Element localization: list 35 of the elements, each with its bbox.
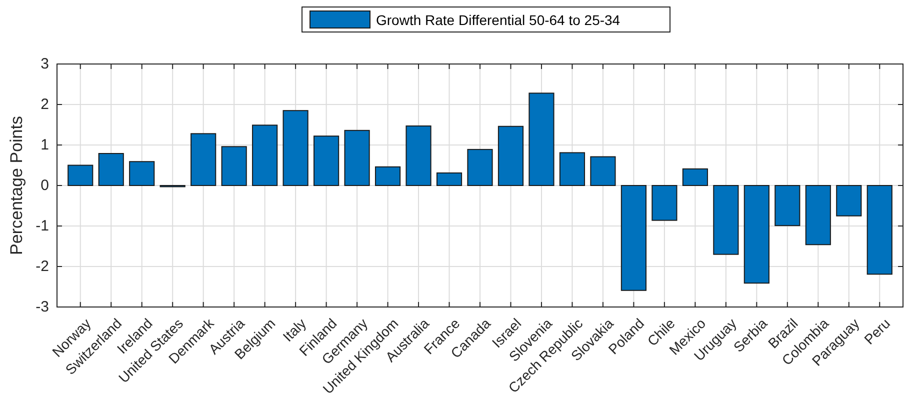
bar	[682, 168, 708, 186]
y-tick-label: 0	[40, 177, 49, 194]
bar	[713, 185, 739, 255]
bar	[836, 185, 862, 216]
bar	[374, 166, 401, 186]
bar	[805, 185, 831, 246]
bar	[252, 124, 278, 186]
bar	[129, 161, 155, 186]
bar	[314, 136, 340, 186]
bar	[774, 185, 800, 226]
bar	[221, 146, 247, 186]
y-axis-title: Percentage Points	[7, 116, 26, 255]
y-tick-label: -1	[36, 218, 49, 234]
bar	[344, 130, 370, 186]
bar	[590, 156, 616, 186]
bar	[744, 185, 770, 284]
bar	[620, 185, 646, 291]
y-tick-label: -3	[36, 298, 49, 316]
bar	[98, 153, 124, 186]
y-tick-label: -2	[36, 258, 49, 275]
bar	[528, 92, 554, 186]
bar	[467, 148, 493, 186]
bar	[190, 133, 216, 186]
bar	[282, 110, 308, 186]
y-tick-label: 1	[40, 136, 49, 154]
bar	[68, 164, 94, 186]
bar	[866, 185, 892, 275]
y-tick-label: 3	[40, 56, 49, 72]
bar	[652, 185, 678, 221]
bar	[436, 172, 462, 186]
bar	[559, 152, 586, 186]
bar	[406, 125, 432, 186]
bar	[498, 126, 524, 186]
y-tick-label: 2	[40, 96, 49, 113]
legend-label: Growth Rate Differential 50-64 to 25-34	[376, 12, 620, 28]
